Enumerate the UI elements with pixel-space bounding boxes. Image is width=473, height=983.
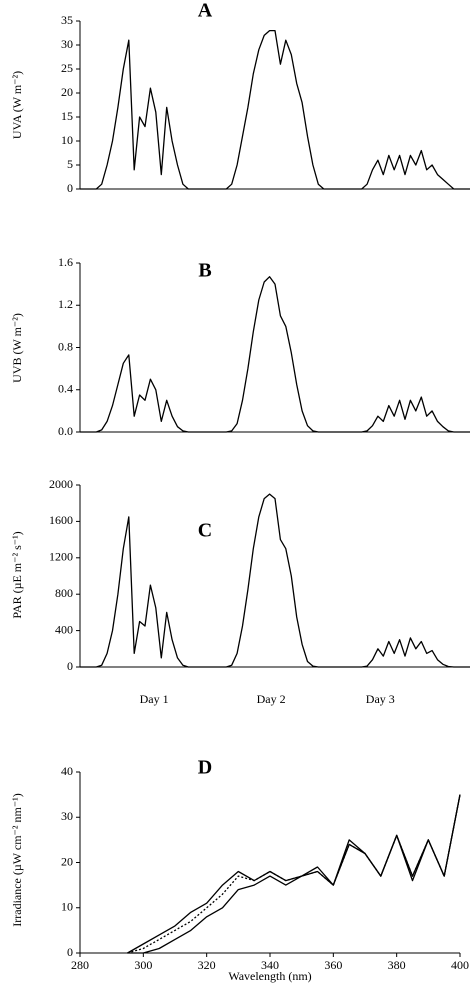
y-axis-label: UVB (W m⁻²) [10, 313, 24, 383]
y-tick-label: 400 [55, 622, 73, 636]
y-tick-label: 800 [55, 586, 73, 600]
y-tick-label: 0 [67, 945, 73, 959]
y-tick-label: 20 [61, 85, 73, 99]
panel-title: B [198, 260, 211, 282]
x-tick-label: 380 [388, 958, 406, 972]
data-line [127, 794, 461, 954]
y-tick-label: 1200 [49, 550, 73, 564]
y-tick-label: 35 [61, 13, 73, 27]
x-tick-label: 400 [451, 958, 469, 972]
panel-title: C [198, 520, 212, 542]
y-tick-label: 2000 [49, 477, 73, 491]
y-axis-label: UVA (W m⁻²) [10, 71, 24, 139]
y-tick-label: 0.0 [58, 424, 73, 438]
data-line [127, 794, 461, 954]
y-axis-label: Irradiance (µW cm⁻² nm⁻¹) [10, 793, 24, 927]
y-tick-label: 10 [61, 900, 73, 914]
y-tick-label: 10 [61, 133, 73, 147]
day-label: Day 2 [257, 692, 286, 706]
y-tick-label: 25 [61, 61, 73, 75]
y-tick-label: 15 [61, 109, 73, 123]
day-label: Day 1 [140, 692, 169, 706]
day-label: Day 3 [366, 692, 395, 706]
y-tick-label: 0.4 [58, 382, 73, 396]
data-line [80, 276, 470, 433]
x-tick-label: 340 [261, 958, 279, 972]
y-tick-label: 30 [61, 37, 73, 51]
panel-title: D [198, 757, 212, 779]
y-tick-label: 1.2 [58, 297, 73, 311]
y-tick-label: 1.6 [58, 255, 73, 269]
x-tick-label: 360 [324, 958, 342, 972]
y-tick-label: 1600 [49, 513, 73, 527]
y-tick-label: 20 [61, 854, 73, 868]
y-tick-label: 0 [67, 659, 73, 673]
y-tick-label: 5 [67, 157, 73, 171]
x-axis-label: Wavelength (nm) [228, 969, 311, 983]
x-tick-label: 300 [134, 958, 152, 972]
y-tick-label: 30 [61, 809, 73, 823]
data-line [80, 29, 470, 190]
data-line [80, 493, 470, 668]
x-tick-label: 320 [198, 958, 216, 972]
x-tick-label: 280 [71, 958, 89, 972]
y-tick-label: 40 [61, 764, 73, 778]
panel-title: A [198, 0, 213, 22]
y-tick-label: 0.8 [58, 339, 73, 353]
y-axis-label: PAR (µE m⁻² s⁻¹) [10, 531, 24, 618]
y-tick-label: 0 [67, 181, 73, 195]
